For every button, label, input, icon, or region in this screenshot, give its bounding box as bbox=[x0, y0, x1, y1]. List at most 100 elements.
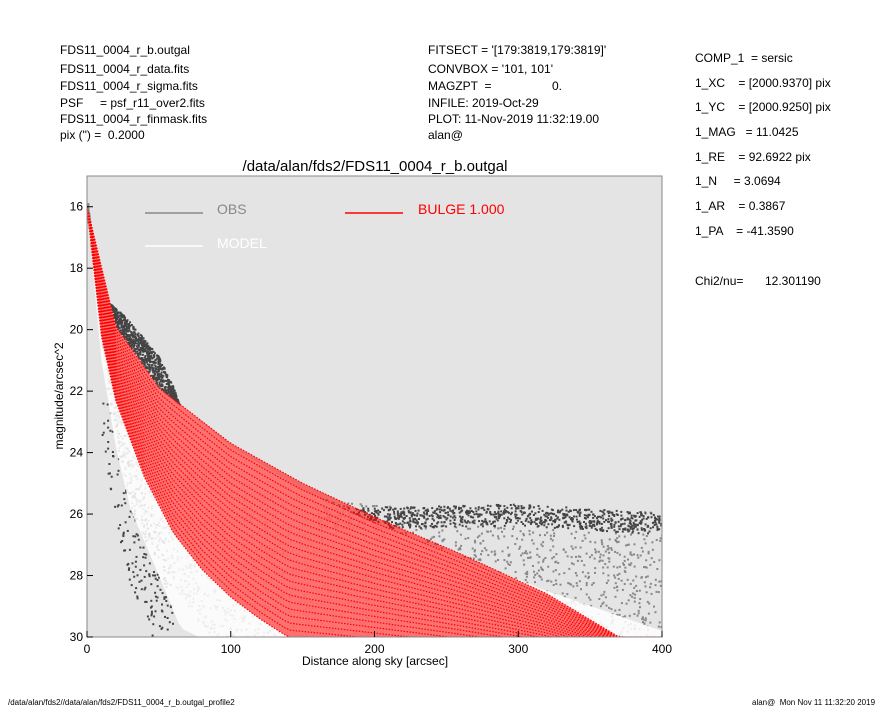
obs-point bbox=[129, 321, 131, 324]
obs-point bbox=[136, 346, 139, 349]
obs-point bbox=[523, 506, 526, 509]
obs-point bbox=[423, 515, 426, 518]
obs-point bbox=[570, 647, 572, 649]
obs-point bbox=[143, 342, 146, 345]
x-tick-label: 300 bbox=[508, 642, 528, 656]
param-re: 1_RE = 92.6922 pix bbox=[695, 150, 811, 164]
obs-point bbox=[159, 358, 162, 361]
obs-point bbox=[473, 554, 476, 556]
obs-point bbox=[545, 526, 548, 529]
obs-point bbox=[598, 598, 601, 600]
obs-point bbox=[134, 352, 137, 355]
obs-point bbox=[574, 596, 577, 599]
obs-point bbox=[136, 597, 139, 600]
obs-point bbox=[558, 648, 560, 650]
obs-point bbox=[618, 572, 621, 575]
obs-point bbox=[479, 513, 482, 516]
obs-point bbox=[414, 638, 416, 640]
obs-point bbox=[576, 559, 579, 562]
obs-point bbox=[136, 595, 139, 598]
obs-point bbox=[399, 642, 401, 644]
obs-point bbox=[647, 552, 650, 555]
obs-point bbox=[644, 512, 647, 515]
obs-point bbox=[285, 641, 287, 643]
obs-point bbox=[517, 507, 520, 510]
obs-point bbox=[121, 331, 124, 334]
obs-point bbox=[127, 562, 130, 565]
obs-point bbox=[545, 515, 548, 518]
obs-point bbox=[481, 519, 484, 522]
obs-point bbox=[154, 377, 157, 380]
obs-point bbox=[525, 575, 528, 578]
obs-point bbox=[262, 645, 264, 647]
obs-point bbox=[415, 642, 417, 644]
obs-point bbox=[653, 605, 655, 608]
obs-point bbox=[539, 520, 542, 523]
obs-point bbox=[388, 518, 391, 521]
obs-point bbox=[152, 370, 155, 373]
obs-point bbox=[473, 539, 476, 542]
obs-point bbox=[391, 521, 393, 524]
obs-point bbox=[461, 524, 464, 527]
obs-point bbox=[465, 525, 468, 528]
obs-point bbox=[529, 506, 532, 509]
obs-point bbox=[610, 548, 613, 551]
obs-point bbox=[651, 548, 654, 551]
obs-point bbox=[167, 392, 170, 395]
obs-point bbox=[533, 647, 535, 649]
obs-point bbox=[592, 582, 595, 584]
obs-point bbox=[649, 527, 652, 530]
obs-point bbox=[532, 643, 534, 645]
obs-point bbox=[163, 367, 166, 370]
obs-point bbox=[645, 535, 648, 537]
obs-point bbox=[602, 517, 605, 520]
obs-point bbox=[413, 506, 416, 509]
obs-point bbox=[335, 644, 337, 646]
obs-point bbox=[130, 324, 133, 326]
obs-point bbox=[532, 514, 535, 516]
obs-point bbox=[620, 514, 623, 517]
obs-point bbox=[107, 447, 110, 450]
obs-point bbox=[410, 514, 413, 516]
obs-point bbox=[149, 352, 151, 355]
obs-point bbox=[601, 510, 604, 513]
obs-point bbox=[543, 521, 545, 524]
obs-point bbox=[654, 611, 657, 614]
obs-point bbox=[522, 512, 525, 515]
obs-point bbox=[616, 551, 619, 554]
obs-point bbox=[640, 513, 643, 516]
obs-point bbox=[127, 568, 130, 571]
obs-point bbox=[150, 354, 153, 357]
obs-point bbox=[570, 532, 573, 535]
obs-point bbox=[587, 514, 590, 517]
obs-point bbox=[395, 523, 398, 526]
obs-point bbox=[638, 589, 641, 592]
obs-point bbox=[600, 539, 603, 542]
obs-point bbox=[616, 537, 619, 540]
obs-point bbox=[520, 521, 523, 523]
obs-point bbox=[124, 502, 127, 505]
obs-point bbox=[495, 517, 498, 520]
obs-point bbox=[605, 604, 608, 607]
obs-point bbox=[606, 548, 609, 551]
obs-point bbox=[408, 517, 411, 520]
obs-point bbox=[126, 326, 129, 329]
obs-point bbox=[154, 577, 157, 580]
obs-point bbox=[635, 590, 638, 592]
obs-point bbox=[121, 322, 124, 325]
obs-point bbox=[131, 562, 134, 565]
obs-point bbox=[636, 554, 639, 557]
obs-point bbox=[623, 528, 625, 531]
obs-point bbox=[654, 578, 657, 581]
obs-point bbox=[426, 509, 429, 512]
obs-point bbox=[146, 363, 149, 366]
obs-point bbox=[377, 639, 379, 641]
obs-point bbox=[541, 569, 544, 571]
obs-point bbox=[556, 651, 558, 653]
obs-point bbox=[514, 543, 517, 545]
obs-point bbox=[150, 599, 153, 602]
obs-point bbox=[460, 544, 463, 547]
obs-point bbox=[640, 528, 643, 531]
obs-point bbox=[133, 343, 136, 346]
obs-point bbox=[474, 549, 476, 552]
